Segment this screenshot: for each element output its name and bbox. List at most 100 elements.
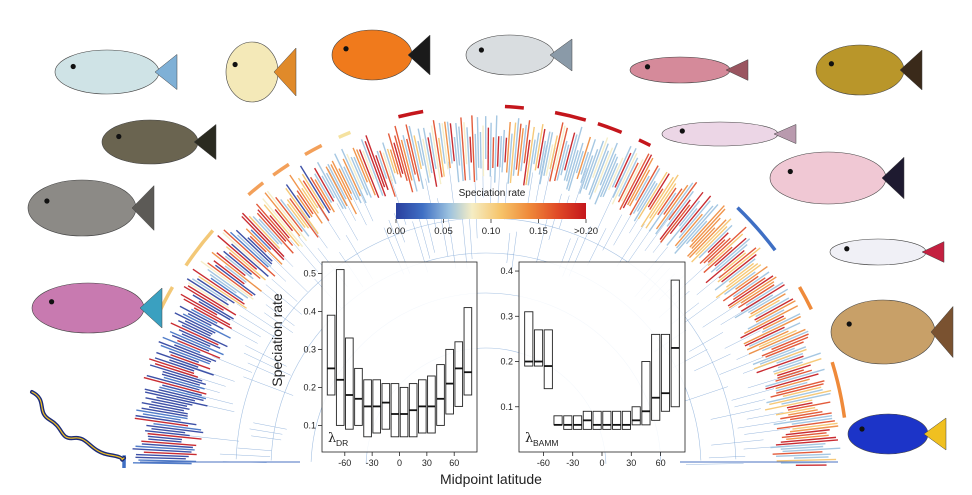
- tree-tip: [316, 161, 344, 210]
- tree-tip: [612, 147, 637, 198]
- tree-tip: [553, 127, 569, 182]
- tree-branch: [265, 304, 295, 326]
- tree-tip: [657, 187, 677, 216]
- tree-tip: [247, 237, 273, 262]
- y-tick-label: 0.3: [500, 311, 513, 321]
- tree-tip: [761, 313, 801, 334]
- tree-branch: [265, 284, 302, 315]
- tree-tip: [781, 432, 827, 439]
- tree-tip: [774, 358, 822, 375]
- tree-branch: [644, 211, 675, 252]
- tree-tip: [770, 442, 826, 449]
- box: [445, 348, 454, 415]
- tree-tip: [785, 429, 830, 436]
- tree-branch: [247, 362, 282, 379]
- tree-tip: [776, 352, 804, 364]
- box: [660, 333, 671, 412]
- tree-tip: [444, 121, 451, 169]
- tree-tip: [274, 209, 294, 232]
- tree-tip: [285, 187, 319, 235]
- y-tick-label: 0.1: [303, 420, 316, 430]
- tree-tip: [148, 358, 195, 375]
- tree-tip: [132, 448, 192, 453]
- box: [612, 410, 622, 430]
- panel-lambda-bamm: 0.1 0.2 0.3 0.4 -60 -30 0 30 60 λ BAMM: [500, 261, 686, 468]
- tree-tip: [781, 392, 831, 405]
- tree-tip: [184, 320, 213, 335]
- tree-tip: [191, 308, 218, 324]
- x-tick-label: -30: [566, 458, 579, 468]
- tree-branch: [243, 376, 294, 396]
- tree-tip: [302, 180, 330, 222]
- tree-branch: [468, 214, 473, 260]
- tree-tip: [257, 209, 287, 242]
- tree-tip: [193, 307, 233, 330]
- tree-tip: [698, 224, 733, 259]
- tree-tip: [619, 153, 650, 210]
- tree-tip: [728, 276, 777, 309]
- tree-tip: [675, 205, 714, 249]
- tree-branch: [425, 216, 435, 253]
- rockfish-icon: [815, 44, 923, 96]
- tree-branch: [719, 356, 764, 375]
- tree-branch: [708, 455, 746, 459]
- tree-tip: [695, 218, 732, 256]
- tree-tip: [158, 341, 212, 363]
- tree-branch: [219, 453, 271, 457]
- tree-tip: [620, 159, 644, 202]
- tree-tip: [334, 153, 358, 201]
- tree-branch: [447, 212, 457, 269]
- tree-tip: [560, 144, 570, 176]
- tree-tip: [382, 142, 397, 184]
- tree-tip: [187, 312, 212, 327]
- tree-tip: [703, 237, 731, 264]
- tree-tip: [269, 215, 290, 239]
- tree-tip: [718, 247, 757, 279]
- tree-branch: [253, 422, 287, 430]
- plot-frame: [321, 261, 478, 453]
- tree-tip: [748, 328, 806, 355]
- tree-branch: [180, 434, 240, 442]
- tree-tip: [756, 355, 804, 374]
- tree-tip: [789, 425, 839, 433]
- tree-tip: [660, 204, 691, 243]
- tree-tip: [213, 260, 245, 285]
- tree-tip: [745, 281, 784, 307]
- tree-tip: [207, 262, 253, 297]
- tree-tip: [617, 162, 639, 203]
- tree-tip: [748, 322, 801, 347]
- box: [463, 307, 473, 396]
- tree-tip: [422, 138, 432, 178]
- tree-tip: [599, 142, 618, 186]
- clade-bars: [122, 104, 847, 469]
- tree-tip: [772, 451, 823, 455]
- tree-tip: [460, 117, 467, 181]
- tree-tip: [147, 435, 183, 441]
- tree-tip: [674, 213, 703, 247]
- tree-branch: [290, 239, 319, 273]
- tree-tip: [376, 150, 388, 179]
- tree-tip: [703, 246, 733, 274]
- tree-tip: [543, 132, 554, 176]
- tree-tip: [726, 263, 759, 288]
- tree-branch: [616, 223, 645, 267]
- tree-tip: [678, 200, 701, 227]
- tree-tip: [177, 339, 221, 359]
- tree-tip: [192, 294, 234, 320]
- tree-tip: [352, 147, 368, 183]
- tree-tip: [715, 264, 762, 299]
- box: [651, 333, 661, 421]
- tree-tip: [680, 195, 712, 233]
- tree-tip: [188, 282, 230, 309]
- tree-tip: [476, 117, 480, 168]
- eel-icon: [30, 390, 126, 462]
- tree-branch: [212, 356, 253, 373]
- tree-tip: [636, 180, 656, 212]
- tree-tip: [622, 154, 653, 209]
- tree-tip: [455, 123, 461, 166]
- tree-tip: [640, 176, 674, 228]
- x-tick-label: 60: [449, 458, 459, 468]
- clade-bar: [398, 109, 424, 119]
- panel-lambda-dr: 0.1 0.2 0.3 0.4 0.5 -60 -30 0 30 60 λ DR: [303, 261, 478, 468]
- tree-tip: [180, 293, 218, 316]
